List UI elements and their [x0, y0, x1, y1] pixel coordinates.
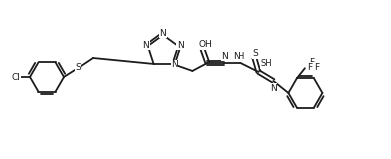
Text: N: N: [270, 84, 277, 93]
Text: N: N: [160, 28, 167, 38]
Text: SH: SH: [260, 59, 272, 68]
Text: N: N: [171, 60, 178, 69]
Text: OH: OH: [199, 40, 212, 49]
Text: Cl: Cl: [12, 73, 20, 82]
Text: F: F: [314, 63, 319, 72]
Text: H: H: [237, 52, 244, 61]
Text: N: N: [142, 41, 149, 50]
Text: F: F: [309, 58, 314, 67]
Text: N: N: [221, 52, 228, 61]
Text: N: N: [177, 41, 184, 50]
Text: F: F: [307, 63, 312, 72]
Text: N: N: [233, 52, 240, 61]
Text: S: S: [75, 63, 81, 73]
Text: S: S: [253, 49, 258, 59]
